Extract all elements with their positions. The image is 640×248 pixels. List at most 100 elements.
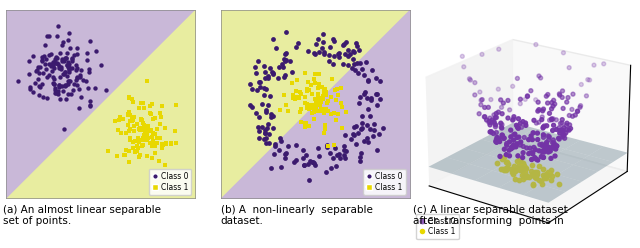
Point bbox=[340, 52, 350, 56]
Point bbox=[125, 126, 135, 130]
Point bbox=[152, 141, 162, 145]
Point bbox=[31, 69, 42, 73]
Point bbox=[319, 50, 329, 54]
Point bbox=[54, 66, 64, 70]
Point bbox=[118, 117, 128, 121]
Point bbox=[156, 116, 166, 120]
Point bbox=[147, 135, 157, 139]
Point bbox=[281, 151, 291, 155]
Point bbox=[319, 131, 330, 135]
Point bbox=[338, 42, 348, 46]
Point bbox=[61, 56, 71, 60]
Point bbox=[314, 72, 324, 76]
Point bbox=[124, 110, 134, 114]
Point bbox=[301, 121, 311, 124]
Point bbox=[321, 107, 332, 111]
Point bbox=[44, 73, 54, 77]
Point bbox=[305, 159, 316, 163]
Point bbox=[251, 111, 261, 115]
Point bbox=[291, 158, 301, 162]
Point bbox=[244, 82, 255, 86]
Point bbox=[333, 56, 344, 60]
Point bbox=[145, 111, 156, 115]
Point bbox=[63, 64, 73, 68]
Point bbox=[343, 63, 353, 67]
Point bbox=[50, 61, 60, 65]
Point bbox=[59, 59, 69, 63]
Point bbox=[33, 84, 44, 88]
Point bbox=[259, 86, 269, 90]
Point bbox=[171, 141, 181, 145]
Point bbox=[331, 98, 341, 102]
Point bbox=[289, 160, 299, 164]
Point bbox=[25, 85, 35, 89]
Point bbox=[336, 101, 346, 105]
Point bbox=[68, 88, 78, 92]
Point bbox=[145, 129, 155, 133]
Point bbox=[366, 97, 376, 101]
Point bbox=[268, 70, 278, 74]
Point bbox=[114, 118, 124, 122]
Point bbox=[314, 99, 324, 103]
Point bbox=[339, 144, 349, 148]
Point bbox=[337, 105, 347, 109]
Point bbox=[260, 128, 270, 132]
Point bbox=[48, 64, 58, 68]
Point bbox=[67, 57, 77, 61]
Point bbox=[62, 63, 72, 67]
Point bbox=[343, 54, 353, 58]
Point bbox=[284, 59, 294, 63]
Point bbox=[327, 77, 337, 81]
Point bbox=[147, 139, 157, 143]
Point bbox=[276, 165, 287, 169]
Point bbox=[44, 53, 54, 57]
Point bbox=[125, 138, 135, 142]
Point bbox=[362, 124, 372, 127]
Point bbox=[316, 109, 326, 113]
Point bbox=[140, 131, 150, 135]
Point bbox=[143, 124, 153, 128]
Point bbox=[41, 67, 51, 71]
Point bbox=[134, 126, 145, 130]
Point bbox=[148, 131, 159, 135]
Point bbox=[363, 141, 373, 145]
Point bbox=[103, 149, 113, 153]
Point bbox=[128, 100, 138, 104]
Point bbox=[61, 56, 71, 60]
Legend: Class 0, Class 1: Class 0, Class 1 bbox=[416, 214, 459, 239]
Point bbox=[44, 34, 54, 38]
Point bbox=[60, 70, 70, 74]
Point bbox=[333, 51, 344, 55]
Point bbox=[28, 91, 38, 94]
Point bbox=[295, 90, 305, 93]
Point bbox=[307, 160, 317, 164]
Point bbox=[254, 116, 264, 120]
Point bbox=[72, 75, 83, 79]
Point bbox=[350, 68, 360, 72]
Point bbox=[122, 112, 132, 116]
Point bbox=[328, 36, 338, 40]
Point bbox=[333, 52, 344, 56]
Point bbox=[263, 74, 273, 78]
Point bbox=[52, 92, 63, 96]
Point bbox=[64, 67, 74, 71]
Point bbox=[307, 92, 317, 96]
Point bbox=[252, 88, 262, 92]
Point bbox=[24, 72, 35, 76]
Point bbox=[329, 143, 339, 147]
Point bbox=[274, 65, 284, 69]
Point bbox=[300, 163, 310, 167]
Point bbox=[317, 107, 327, 111]
Point bbox=[261, 141, 271, 145]
Point bbox=[42, 95, 52, 99]
Point bbox=[253, 80, 264, 84]
Point bbox=[294, 96, 304, 100]
Point bbox=[165, 142, 175, 146]
Point bbox=[137, 127, 147, 131]
Point bbox=[318, 32, 328, 36]
Point bbox=[339, 42, 349, 46]
Point bbox=[269, 152, 280, 156]
Point bbox=[346, 137, 356, 141]
Point bbox=[367, 68, 378, 72]
Point bbox=[309, 110, 319, 114]
